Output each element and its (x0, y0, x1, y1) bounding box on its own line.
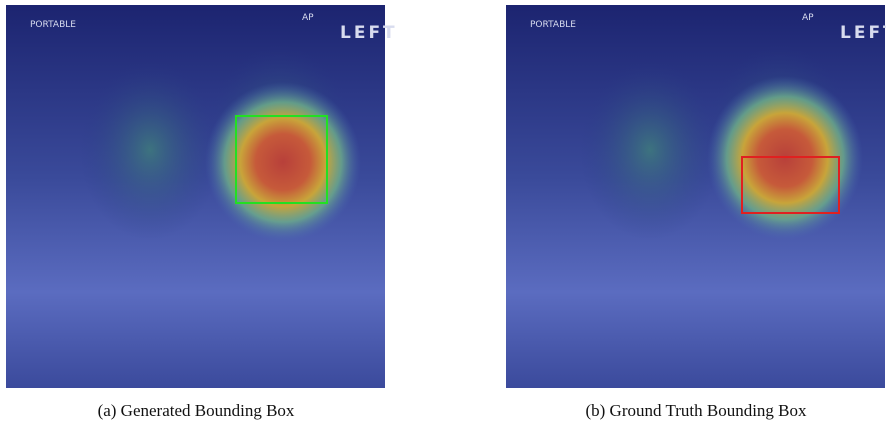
figure: PORTABLE AP LEFT (a) Generated Bounding … (0, 0, 886, 423)
overlay-text: PORTABLE (30, 20, 76, 30)
lung-region (80, 60, 220, 240)
caption: (a) Generated Bounding Box (98, 401, 295, 420)
page: PORTABLE AP LEFT (a) Generated Bounding … (0, 0, 886, 423)
overlay-text: AP (302, 13, 314, 23)
lung-region (580, 60, 720, 240)
overlay-text: AP (802, 13, 814, 23)
overlay-text: PORTABLE (530, 20, 576, 30)
panel-b: PORTABLE AP LEFT (b) Ground Truth Boundi… (506, 5, 886, 420)
overlay-text: LEFT (340, 23, 398, 43)
panel-a: PORTABLE AP LEFT (a) Generated Bounding … (6, 5, 398, 420)
caption: (b) Ground Truth Bounding Box (585, 401, 807, 420)
overlay-text: LEFT (840, 23, 886, 43)
heatmap (205, 82, 361, 242)
